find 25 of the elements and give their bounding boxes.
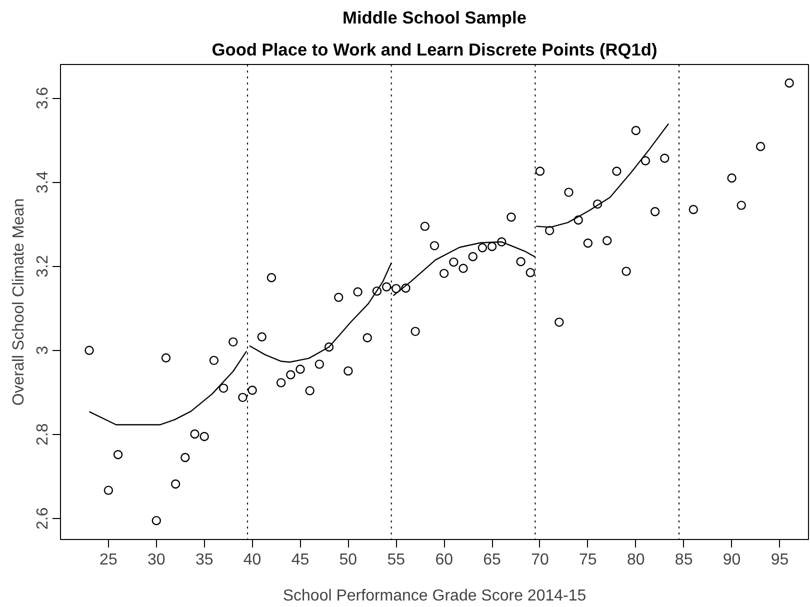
- x-tick-label: 35: [195, 552, 214, 568]
- x-tick-label: 30: [148, 552, 166, 568]
- x-axis-title: School Performance Grade Score 2014-15: [282, 588, 586, 604]
- x-tick-label: 95: [770, 552, 789, 568]
- y-tick-label: 3: [34, 346, 52, 355]
- x-tick-label: 70: [531, 552, 549, 568]
- x-tick-label: 80: [626, 552, 645, 568]
- chart-subtitle: Good Place to Work and Learn Discrete Points (RQ1d): [212, 40, 658, 60]
- y-tick-label: 3.6: [34, 86, 52, 110]
- x-tick-label: 25: [100, 552, 118, 568]
- y-tick-label: 3.2: [34, 255, 52, 278]
- y-axis-title: Overall School Climate Mean: [10, 198, 28, 406]
- x-tick-label: 85: [674, 552, 693, 568]
- y-tick-label: 2.6: [34, 507, 52, 530]
- x-tick-label: 45: [291, 552, 310, 568]
- x-tick-label: 75: [579, 552, 597, 568]
- x-tick-label: 60: [435, 552, 454, 568]
- y-tick-label: 2.8: [34, 423, 52, 446]
- y-tick-label: 3.4: [34, 170, 52, 194]
- chart-title: Middle School Sample: [342, 8, 527, 28]
- x-tick-label: 55: [387, 552, 406, 568]
- x-tick-label: 65: [483, 552, 502, 568]
- x-tick-label: 50: [339, 552, 358, 568]
- x-tick-label: 90: [722, 552, 741, 568]
- x-tick-label: 40: [243, 552, 262, 568]
